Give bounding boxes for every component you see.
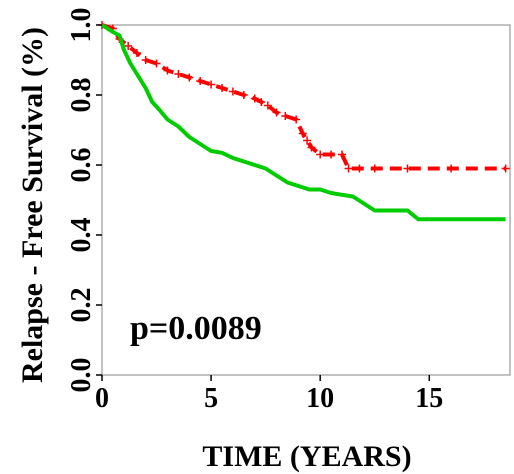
censor-mark <box>355 164 364 173</box>
censor-mark <box>163 66 172 75</box>
censor-mark <box>132 49 141 57</box>
censor-mark <box>207 80 216 89</box>
censor-mark <box>281 112 290 120</box>
censor-mark <box>298 129 307 138</box>
series-line-1 <box>100 23 506 222</box>
censor-mark <box>239 91 248 99</box>
censor-mark <box>501 164 510 173</box>
x-tick-label: 15 <box>415 383 443 414</box>
plot-border <box>101 24 511 376</box>
censor-mark <box>447 164 456 173</box>
censor-mark <box>257 98 266 106</box>
y-tick-label: 0.4 <box>66 218 97 253</box>
plot-frame <box>101 24 511 376</box>
axis-layer: 0 5 10 15 0.0 0.2 0.4 0.6 0.8 1.0 <box>66 8 443 415</box>
censor-mark <box>316 150 325 159</box>
censor-mark <box>338 150 346 159</box>
censor-mark <box>327 150 336 159</box>
censor-mark <box>218 84 226 92</box>
censor-mark <box>124 42 133 50</box>
censor-mark <box>370 164 379 173</box>
censor-mark <box>307 143 316 152</box>
x-tick-label: 0 <box>95 383 109 414</box>
p-value-annotation: p=0.0089 <box>130 310 262 347</box>
censor-mark <box>303 136 312 145</box>
x-tick-label: 5 <box>204 383 218 414</box>
y-tick-label: 0.2 <box>66 288 97 323</box>
y-tick-label: 0.6 <box>66 148 97 183</box>
y-tick-label: 0.0 <box>66 358 97 393</box>
series-layer <box>98 21 510 222</box>
y-axis-label: Relapse - Free Survival (%) <box>16 27 49 383</box>
censor-mark <box>403 164 412 173</box>
censor-mark <box>272 108 281 117</box>
y-tick-label: 1.0 <box>66 8 97 43</box>
censor-mark <box>292 115 301 124</box>
censor-mark <box>196 77 205 85</box>
x-axis-label: TIME (YEARS) <box>202 440 411 473</box>
censor-mark <box>152 59 161 68</box>
censor-mark <box>174 70 183 78</box>
censor-mark <box>344 164 353 173</box>
censor-mark <box>228 87 237 96</box>
x-tick-label: 10 <box>306 383 334 414</box>
censor-mark <box>185 73 194 82</box>
censor-mark <box>141 56 150 64</box>
censor-mark <box>250 94 259 103</box>
censor-mark <box>263 101 272 110</box>
y-tick-label: 0.8 <box>66 78 97 113</box>
